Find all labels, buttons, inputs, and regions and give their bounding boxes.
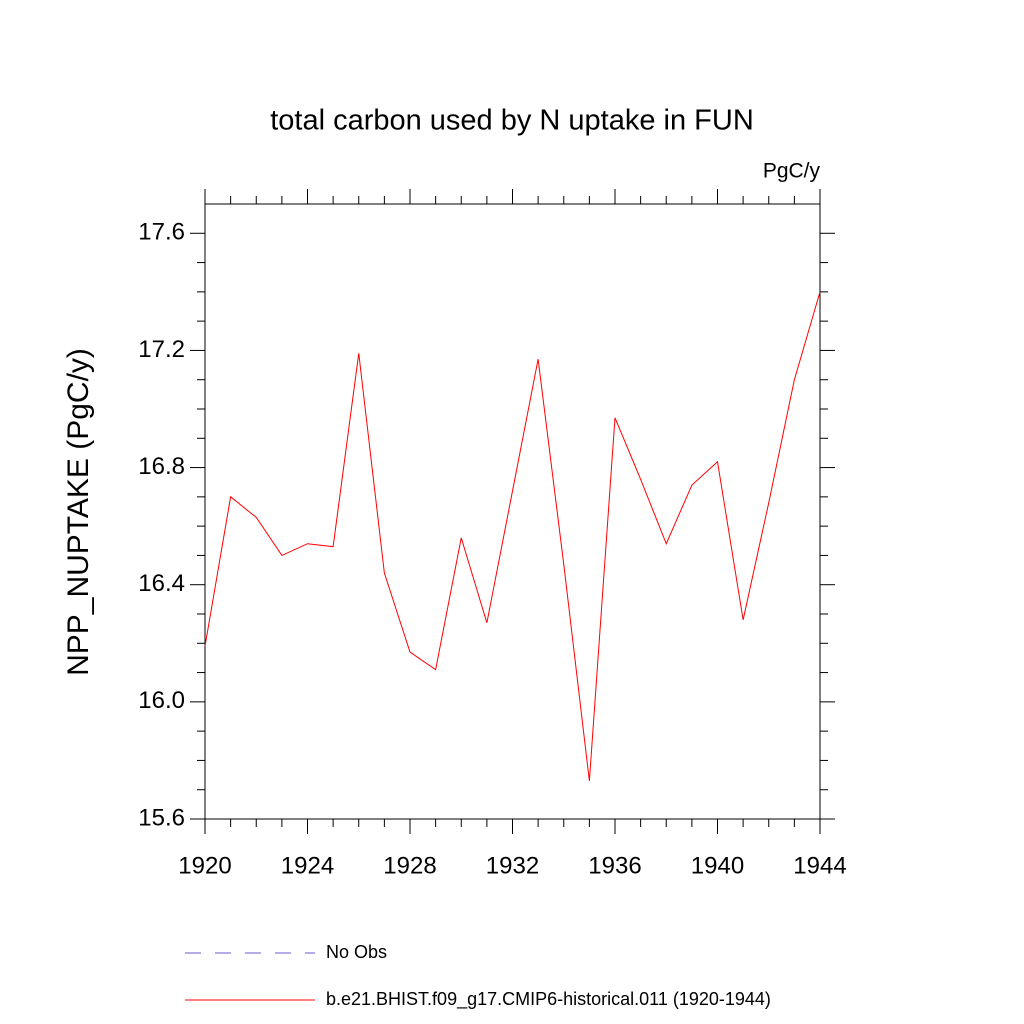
legend-label: No Obs <box>326 942 387 962</box>
x-tick-label: 1924 <box>281 852 334 879</box>
y-tick-label: 16.4 <box>138 570 185 597</box>
y-tick-label: 15.6 <box>138 804 185 831</box>
x-tick-label: 1940 <box>691 852 744 879</box>
chart-title: total carbon used by N uptake in FUN <box>270 105 754 137</box>
x-tick-label: 1928 <box>383 852 436 879</box>
x-tick-label: 1920 <box>178 852 231 879</box>
legend-label: b.e21.BHIST.f09_g17.CMIP6-historical.011… <box>326 989 771 1010</box>
y-tick-label: 16.8 <box>138 453 185 480</box>
data-line <box>204 291 821 781</box>
y-tick-label: 17.6 <box>138 219 185 246</box>
x-tick-label: 1936 <box>588 852 641 879</box>
y-tick-label: 17.2 <box>138 336 185 363</box>
units-label: PgC/y <box>763 160 821 183</box>
plot-frame <box>204 203 821 820</box>
x-tick-label: 1932 <box>486 852 539 879</box>
y-tick-label: 16.0 <box>138 687 185 714</box>
y-axis-label: NPP_NUPTAKE (PgC/y) <box>62 348 95 676</box>
x-tick-label: 1944 <box>793 852 846 879</box>
